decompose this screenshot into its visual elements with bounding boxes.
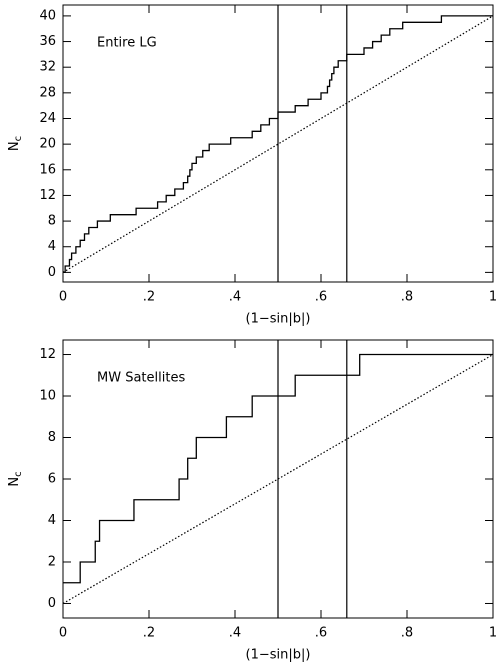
x-tick-label: 1 (489, 626, 497, 641)
y-tick-label: 0 (48, 596, 56, 611)
x-tick-label: .2 (143, 290, 155, 305)
y-axis-label: Nc (7, 136, 25, 151)
y-tick-label: 4 (48, 513, 56, 528)
y-tick-label: 0 (48, 265, 56, 280)
y-tick-label: 16 (39, 162, 56, 177)
y-tick-label: 28 (39, 85, 56, 100)
x-tick-label: .4 (229, 290, 241, 305)
y-tick-label: 36 (39, 34, 56, 49)
x-tick-label: .6 (315, 626, 327, 641)
y-axis-label: Nc (7, 471, 25, 486)
y-tick-label: 20 (39, 137, 56, 152)
y-tick-label: 8 (48, 214, 56, 229)
y-axis-label-sub: c (13, 471, 24, 477)
x-tick-label: 1 (489, 290, 497, 305)
y-axis-label-main: N (7, 477, 22, 487)
x-tick-label: .8 (401, 626, 413, 641)
x-tick-label: .8 (401, 290, 413, 305)
reference-line (62, 354, 494, 604)
y-tick-label: 12 (39, 347, 56, 362)
reference-line (62, 15, 494, 273)
y-tick-label: 8 (48, 430, 56, 445)
x-tick-label: .4 (229, 626, 241, 641)
step-line (63, 353, 493, 584)
y-tick-label: 4 (48, 239, 56, 254)
x-tick-label: .6 (315, 290, 327, 305)
y-tick-label: 12 (39, 188, 56, 203)
y-tick-label: 2 (48, 554, 56, 569)
x-axis-label: (1−sin|b|) (246, 312, 311, 327)
x-tick-label: .2 (143, 626, 155, 641)
y-tick-label: 24 (39, 111, 56, 126)
y-axis-label-sub: c (13, 136, 24, 142)
annotation: MW Satellites (97, 371, 185, 386)
y-tick-label: 40 (39, 8, 56, 23)
x-axis-label: (1−sin|b|) (246, 648, 311, 663)
annotation: Entire LG (97, 36, 157, 51)
y-tick-label: 32 (39, 60, 56, 75)
step-line (63, 15, 493, 274)
y-tick-label: 6 (48, 472, 56, 487)
panel: 0 .2 .4 .6 .8 1 0 4 8 12 16 20 24 28 32 36 40 Entire LG (1… (7, 4, 497, 327)
x-tick-label: 0 (59, 290, 67, 305)
y-tick-label: 10 (39, 389, 56, 404)
y-axis-label-main: N (7, 141, 22, 151)
x-tick-label: 0 (59, 626, 67, 641)
